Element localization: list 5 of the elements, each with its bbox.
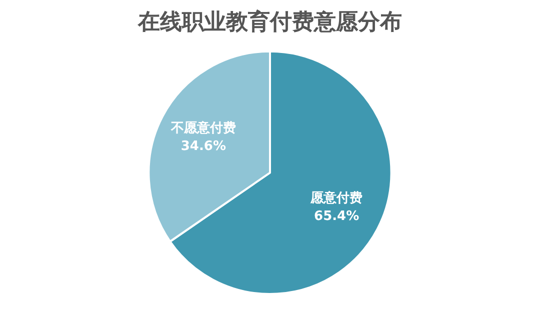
data-label: 65.4% xyxy=(314,209,360,224)
data-label: 34.6% xyxy=(180,139,226,154)
slice-label: 不愿意付费 xyxy=(170,120,236,136)
slice-label: 愿意付费 xyxy=(310,190,363,206)
chart-title: 在线职业教育付费意愿分布 xyxy=(137,8,402,35)
